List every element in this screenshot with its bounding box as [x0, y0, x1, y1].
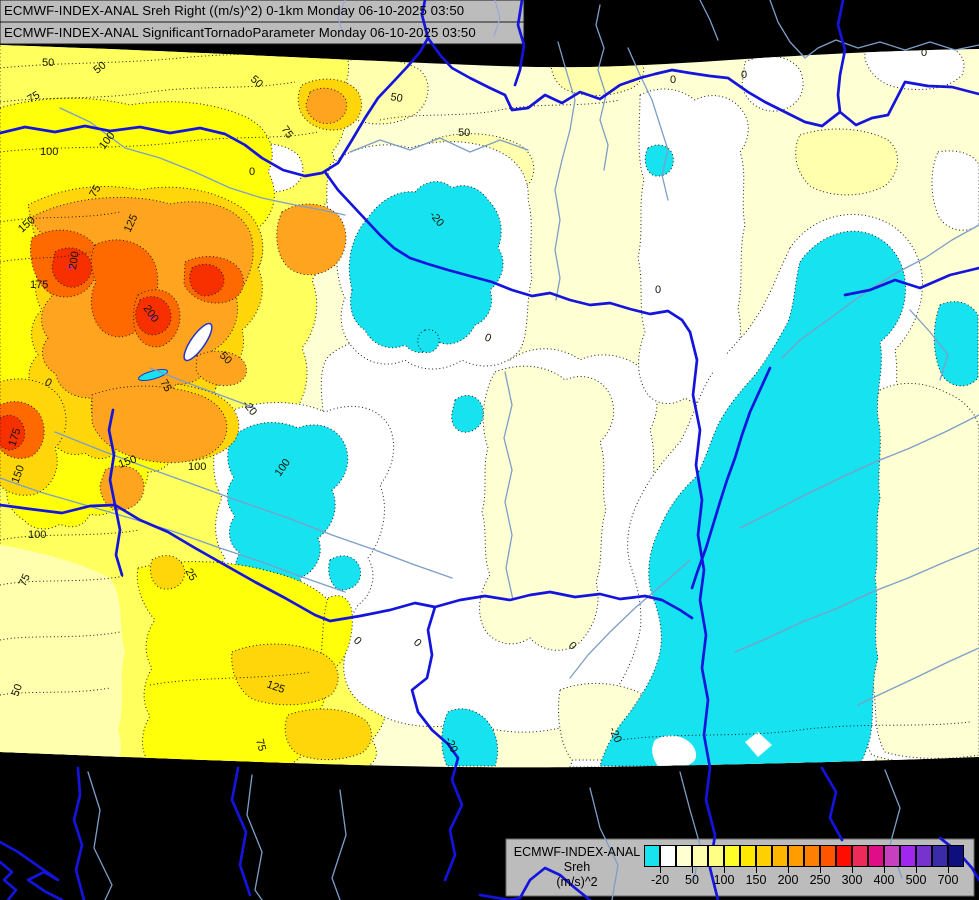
colorbar-tick-label: 500: [905, 873, 927, 887]
colorbar-tick-label: 200: [777, 873, 799, 887]
contour-label: 100: [28, 529, 46, 541]
contour-label: 50: [10, 682, 25, 698]
contour-label: 175: [30, 279, 48, 291]
colorbar-cell: [772, 845, 788, 867]
colorbar-cell: [868, 845, 884, 867]
colorbar-tick: [660, 867, 661, 873]
colorbar-tick-label: -20: [650, 873, 670, 887]
colorbar-cell: [676, 845, 692, 867]
contour-label: 75: [17, 572, 33, 588]
contour-label: 75: [157, 378, 174, 395]
colorbar-cell: [756, 845, 772, 867]
contour-label: 150: [10, 464, 28, 485]
colorbar-cell: [836, 845, 852, 867]
colorbar-tick: [820, 867, 821, 873]
contour-label: 50: [42, 57, 54, 69]
colorbar-tick: [756, 867, 757, 873]
contour-label: 200: [67, 251, 81, 271]
colorbar-cell: [708, 845, 724, 867]
contour-label: 50: [458, 127, 470, 139]
colorbar-tick-label: 300: [841, 873, 863, 887]
contour-label: 100: [188, 461, 206, 473]
colorbar-tick: [692, 867, 693, 873]
colorbar-cell: [788, 845, 804, 867]
colorbar-cell: [900, 845, 916, 867]
contour-label: 175: [6, 427, 23, 448]
contour-labels: 50 507550755050100100015017520020012575-2…: [6, 47, 927, 755]
colorbar-tick-label: 150: [745, 873, 767, 887]
colorbar-tick: [852, 867, 853, 873]
legend-text: ECMWF-INDEX-ANAL Sreh (m/s)^2: [512, 845, 642, 890]
contour-label: 0: [43, 376, 54, 389]
colorbar-tick-label: 700: [937, 873, 959, 887]
contour-label: 75: [279, 124, 296, 141]
colorbar-cell: [740, 845, 756, 867]
contour-label: 0: [741, 69, 747, 81]
contour-label: 150: [117, 453, 138, 471]
colorbar-cell: [884, 845, 900, 867]
colorbar-tick-label: 50: [685, 873, 699, 887]
colorbar-tick: [724, 867, 725, 873]
contour-label: 100: [40, 146, 58, 158]
contour-label: 75: [87, 183, 104, 200]
colorbar-cell: [804, 845, 820, 867]
legend: ECMWF-INDEX-ANAL Sreh (m/s)^2 -20 50 100 15…: [506, 839, 974, 896]
colorbar-tick: [916, 867, 917, 873]
legend-parameter: Sreh: [563, 860, 591, 874]
colorbar-cell: [820, 845, 836, 867]
contour-label: 0: [249, 166, 255, 178]
contour-label: 50: [389, 91, 403, 105]
colorbar-cell: [916, 845, 932, 867]
contour-label: 75: [253, 738, 268, 753]
colorbar-tick: [788, 867, 789, 873]
colorbar-tick: [948, 867, 949, 873]
colorbar-cell: [644, 845, 660, 867]
lake-neusiedl: [183, 322, 213, 362]
contour-label: 75: [26, 89, 43, 106]
colorbar-tick: [884, 867, 885, 873]
colorbar-tick-label: 100: [713, 873, 735, 887]
contour-label: 0: [483, 332, 493, 345]
colorbar-cell: [948, 845, 964, 867]
data-domain: [0, 45, 979, 768]
colorbar-tick-label: 400: [873, 873, 895, 887]
colorbar-tick-label: 250: [809, 873, 831, 887]
contour-label: 25: [182, 567, 199, 584]
contour-label: 0: [670, 74, 676, 86]
title-line-2: ECMWF-INDEX-ANAL SignificantTornadoParam…: [4, 25, 476, 40]
contour-label: 50: [91, 59, 108, 76]
colorbar-cell: [724, 845, 740, 867]
contour-label: 0: [921, 47, 927, 59]
legend-model: ECMWF-INDEX-ANAL: [513, 845, 641, 859]
contour-label: 125: [265, 679, 286, 697]
colorbar-cell: [852, 845, 868, 867]
colorbar-cell: [692, 845, 708, 867]
title-line-1: ECMWF-INDEX-ANAL Sreh Right ((m/s)^2) 0-…: [4, 3, 465, 18]
colorbar-cell: [932, 845, 948, 867]
colorbar-cell: [660, 845, 676, 867]
legend-units: (m/s)^2: [556, 875, 598, 889]
contour-label: 0: [655, 284, 661, 296]
